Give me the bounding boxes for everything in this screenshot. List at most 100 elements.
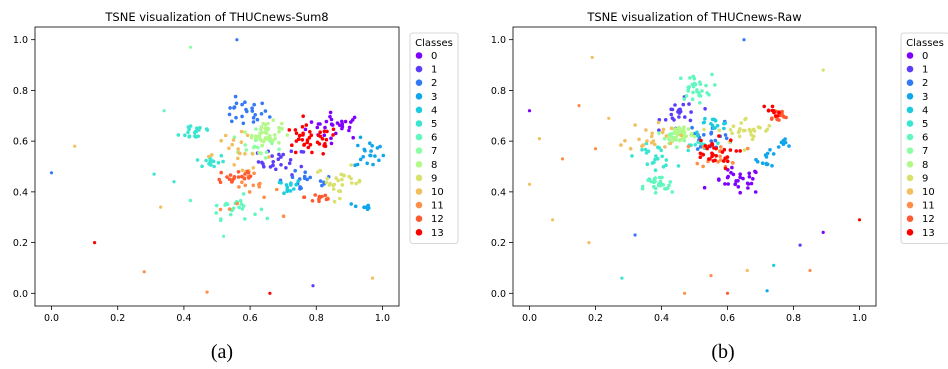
plot-area [512, 26, 877, 307]
point-class-13 [293, 128, 298, 132]
point-class-9 [338, 196, 342, 201]
point-class-6 [243, 217, 247, 221]
point-class-3 [366, 203, 371, 208]
point-class-2 [251, 116, 256, 120]
point-class-0 [303, 127, 308, 132]
point-class-10 [73, 144, 77, 148]
point-class-6 [259, 207, 264, 212]
point-class-9 [327, 183, 332, 187]
legend-marker [415, 215, 423, 222]
point-class-5 [212, 164, 216, 169]
point-class-6 [667, 183, 671, 188]
point-class-6 [713, 83, 717, 87]
point-class-5 [172, 180, 176, 184]
point-class-10 [619, 143, 623, 147]
point-class-0 [315, 125, 320, 130]
point-class-6 [241, 192, 246, 196]
point-class-3 [358, 157, 363, 162]
point-class-10 [159, 205, 163, 209]
point-class-13 [290, 143, 294, 147]
point-class-8 [257, 151, 261, 155]
point-class-1 [270, 154, 274, 158]
point-class-0 [329, 141, 334, 146]
point-class-1 [279, 163, 283, 167]
point-class-2 [233, 94, 238, 99]
point-class-11 [275, 187, 279, 192]
point-class-12 [243, 172, 247, 176]
point-class-5 [664, 158, 669, 162]
point-class-2 [268, 115, 272, 119]
point-class-13 [294, 139, 299, 143]
point-class-12 [236, 170, 241, 174]
point-class-10 [628, 146, 633, 151]
point-class-13 [300, 125, 305, 129]
legend-label: 12 [431, 214, 444, 225]
point-class-9 [324, 180, 329, 185]
point-class-11 [560, 157, 565, 161]
point-class-1 [673, 103, 677, 107]
point-class-1 [271, 160, 276, 164]
point-class-0 [349, 120, 353, 124]
legend-marker [906, 161, 914, 168]
point-class-1 [299, 164, 304, 169]
point-class-10 [223, 133, 228, 138]
point-class-13 [325, 129, 329, 134]
point-class-4 [288, 189, 293, 193]
point-class-13 [698, 151, 703, 156]
point-class-13 [331, 133, 335, 137]
point-class-8 [273, 133, 277, 137]
point-class-5 [676, 164, 681, 168]
point-class-1 [688, 118, 693, 123]
point-class-6 [653, 191, 658, 195]
point-class-1 [279, 155, 283, 159]
point-class-1 [683, 115, 687, 119]
point-class-11 [701, 164, 705, 169]
legend-label: 10 [431, 187, 444, 198]
point-class-5 [221, 159, 225, 164]
point-class-6 [697, 93, 701, 98]
legend-marker [906, 106, 914, 114]
point-class-6 [700, 89, 704, 93]
x-tick-label: 0.4 [176, 313, 191, 324]
y-tick-label: 0.6 [491, 137, 506, 148]
point-class-5 [652, 160, 656, 165]
point-class-9 [758, 126, 762, 130]
point-class-5 [200, 164, 204, 169]
point-class-3 [776, 145, 781, 149]
point-class-0 [527, 109, 532, 113]
point-class-12 [236, 175, 241, 179]
point-class-3 [764, 155, 769, 159]
point-class-1 [687, 102, 691, 106]
point-class-1 [284, 166, 288, 170]
point-class-10 [250, 152, 255, 156]
point-class-8 [271, 138, 275, 143]
point-class-8 [261, 139, 266, 144]
point-class-5 [195, 158, 200, 162]
legend-label: 9 [431, 173, 437, 184]
point-class-2 [698, 144, 703, 149]
point-class-0 [733, 182, 738, 186]
point-class-1 [311, 284, 315, 288]
point-class-13 [720, 150, 725, 154]
legend-label: 3 [431, 92, 437, 103]
point-class-5 [653, 157, 657, 162]
point-class-10 [243, 152, 247, 156]
point-class-12 [770, 116, 774, 120]
point-class-9 [350, 181, 354, 185]
point-class-13 [712, 146, 716, 150]
point-class-3 [760, 161, 765, 165]
point-class-9 [349, 163, 354, 167]
point-class-5 [183, 133, 187, 137]
point-class-5 [640, 148, 644, 152]
point-class-13 [725, 159, 730, 164]
point-class-2 [302, 174, 307, 179]
point-class-10 [645, 139, 649, 143]
point-class-13 [268, 291, 272, 295]
point-class-10 [745, 268, 749, 273]
point-class-0 [734, 179, 738, 183]
point-class-2 [260, 101, 265, 106]
point-class-9 [349, 176, 353, 181]
point-class-2 [228, 106, 232, 110]
point-class-4 [282, 191, 286, 195]
